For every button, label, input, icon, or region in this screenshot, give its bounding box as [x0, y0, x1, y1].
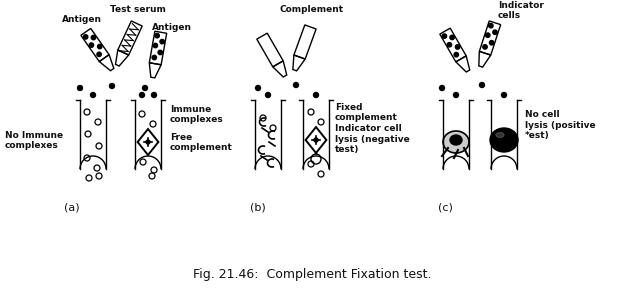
Text: (b): (b)	[250, 202, 266, 212]
Circle shape	[153, 43, 158, 48]
Circle shape	[256, 86, 261, 91]
Circle shape	[109, 83, 114, 89]
Text: Complement: Complement	[280, 5, 344, 14]
Circle shape	[155, 34, 159, 38]
Circle shape	[158, 50, 162, 55]
Circle shape	[489, 23, 493, 28]
Circle shape	[486, 33, 490, 37]
Text: Free
complement: Free complement	[170, 132, 233, 152]
Text: Test serum: Test serum	[110, 5, 166, 14]
Circle shape	[501, 92, 506, 97]
Text: Indicator cell
lysis (negative
test): Indicator cell lysis (negative test)	[335, 124, 410, 154]
Circle shape	[142, 86, 148, 91]
Text: Immune
complexes: Immune complexes	[170, 105, 224, 124]
Circle shape	[266, 92, 271, 97]
Circle shape	[89, 43, 94, 47]
Circle shape	[91, 35, 96, 40]
Text: No Immune
complexes: No Immune complexes	[5, 131, 63, 150]
Circle shape	[91, 92, 96, 97]
Circle shape	[151, 92, 156, 97]
Circle shape	[454, 92, 459, 97]
Circle shape	[314, 92, 319, 97]
Circle shape	[482, 45, 488, 49]
Circle shape	[442, 34, 447, 38]
Circle shape	[97, 52, 101, 56]
Text: Fixed
complement: Fixed complement	[335, 102, 398, 122]
Circle shape	[489, 40, 494, 45]
Circle shape	[454, 53, 459, 57]
Circle shape	[146, 140, 150, 144]
Circle shape	[479, 83, 484, 88]
Ellipse shape	[496, 132, 504, 138]
Text: Fig. 21.46:  Complement Fixation test.: Fig. 21.46: Complement Fixation test.	[192, 268, 431, 281]
Circle shape	[314, 138, 318, 142]
Circle shape	[84, 35, 88, 39]
Ellipse shape	[490, 128, 518, 152]
Circle shape	[78, 86, 82, 91]
Text: No cell
lysis (positive
*est): No cell lysis (positive *est)	[525, 110, 596, 140]
Text: (c): (c)	[438, 202, 452, 212]
Circle shape	[448, 42, 452, 47]
Circle shape	[294, 83, 299, 88]
Text: Antigen: Antigen	[152, 23, 192, 32]
Text: (a): (a)	[64, 202, 80, 212]
Ellipse shape	[443, 131, 469, 153]
Text: Antigen: Antigen	[62, 15, 102, 24]
Circle shape	[456, 45, 460, 49]
Circle shape	[98, 44, 102, 49]
Ellipse shape	[450, 135, 462, 145]
Circle shape	[439, 86, 444, 91]
Circle shape	[160, 40, 164, 44]
Circle shape	[152, 55, 156, 60]
Circle shape	[493, 30, 498, 34]
Circle shape	[450, 35, 454, 40]
Circle shape	[139, 92, 144, 97]
Text: Indicator
cells: Indicator cells	[498, 1, 544, 20]
